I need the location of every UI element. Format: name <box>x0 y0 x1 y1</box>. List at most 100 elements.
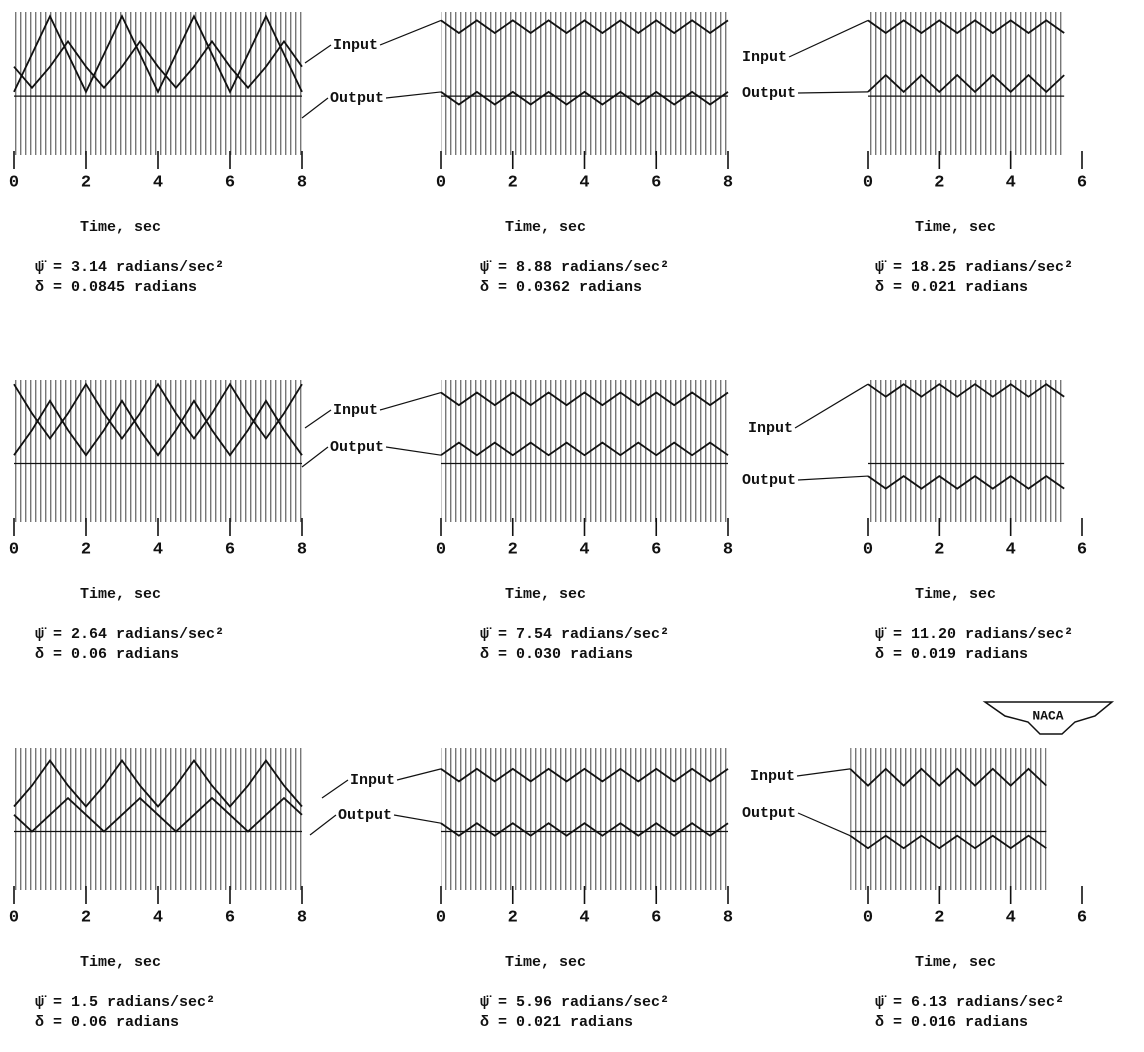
label-leader <box>393 814 442 824</box>
series-label: Output <box>330 439 384 456</box>
series-line <box>440 391 729 407</box>
label-leader <box>794 383 869 429</box>
annotation: ψ̈ = 6.13 radians/sec² <box>875 994 1064 1011</box>
x-tick-label: 6 <box>1077 908 1087 927</box>
x-tick-label: 4 <box>579 173 589 192</box>
x-tick-label: 0 <box>863 540 873 559</box>
series-line <box>867 73 1065 94</box>
series-label: Output <box>330 90 384 107</box>
x-tick-label: 4 <box>153 908 163 927</box>
x-tick-label: 8 <box>723 173 733 192</box>
x-tick-label: 0 <box>436 908 446 927</box>
chart-background <box>441 12 728 155</box>
annotation: ψ̈ = 5.96 radians/sec² <box>480 994 669 1011</box>
x-tick-label: 8 <box>723 908 733 927</box>
x-tick-label: 2 <box>934 908 944 927</box>
chart-background <box>14 380 302 522</box>
annotation: δ = 0.021 radians <box>875 279 1028 296</box>
x-axis-label: Time, sec <box>80 586 161 603</box>
x-tick-label: 6 <box>225 540 235 559</box>
x-tick-label: 4 <box>153 540 163 559</box>
x-axis-label: Time, sec <box>505 219 586 236</box>
x-tick-label: 4 <box>153 173 163 192</box>
x-tick-label: 2 <box>508 540 518 559</box>
label-leader <box>788 19 869 58</box>
series-line <box>867 19 1065 35</box>
x-axis-label: Time, sec <box>915 954 996 971</box>
annotation: δ = 0.030 radians <box>480 646 633 663</box>
series-line <box>13 14 303 94</box>
x-tick-label: 8 <box>723 540 733 559</box>
series-label: Input <box>742 49 787 66</box>
x-tick-label: 6 <box>651 908 661 927</box>
series-label: Output <box>742 472 796 489</box>
series-label: Output <box>742 85 796 102</box>
chart-background <box>14 748 302 890</box>
annotation: ψ̈ = 7.54 radians/sec² <box>480 626 669 643</box>
label-leader <box>379 391 442 411</box>
x-tick-label: 0 <box>863 173 873 192</box>
series-line <box>13 39 303 90</box>
x-tick-label: 0 <box>9 173 19 192</box>
annotation: ψ̈ = 18.25 radians/sec² <box>875 259 1073 276</box>
chart-background <box>868 380 1065 522</box>
annotation: δ = 0.06 radians <box>35 1014 179 1031</box>
series-label: Input <box>333 402 378 419</box>
label-leader <box>304 44 332 64</box>
annotation: δ = 0.06 radians <box>35 646 179 663</box>
series-line <box>440 441 729 457</box>
logo-text: NACA <box>1032 708 1063 723</box>
series-line <box>440 19 729 35</box>
x-tick-label: 8 <box>297 540 307 559</box>
series-label: Input <box>750 768 795 785</box>
x-axis-label: Time, sec <box>915 219 996 236</box>
x-tick-label: 2 <box>508 173 518 192</box>
label-leader <box>301 97 329 119</box>
x-tick-label: 4 <box>1006 540 1016 559</box>
annotation: ψ̈ = 8.88 radians/sec² <box>480 259 669 276</box>
x-tick-label: 2 <box>81 173 91 192</box>
x-axis-label: Time, sec <box>80 219 161 236</box>
label-leader <box>797 475 869 481</box>
series-line <box>867 475 1065 490</box>
label-leader <box>379 19 442 46</box>
label-leader <box>396 768 442 781</box>
x-tick-label: 4 <box>1006 173 1016 192</box>
label-leader <box>796 768 851 777</box>
x-tick-label: 0 <box>436 173 446 192</box>
x-tick-label: 0 <box>436 540 446 559</box>
label-leader <box>385 446 442 456</box>
label-leader <box>301 446 329 468</box>
annotation: ψ̈ = 1.5 radians/sec² <box>35 994 215 1011</box>
label-leader <box>309 814 337 836</box>
label-leader <box>385 91 442 99</box>
x-tick-label: 6 <box>1077 540 1087 559</box>
series-line <box>849 834 1047 850</box>
x-axis-label: Time, sec <box>505 954 586 971</box>
naca-logo: NACA <box>982 701 1115 735</box>
x-tick-label: 2 <box>934 540 944 559</box>
series-line <box>849 767 1047 787</box>
x-tick-label: 0 <box>9 540 19 559</box>
x-tick-label: 0 <box>9 908 19 927</box>
chart-background <box>441 748 728 890</box>
series-label: Input <box>748 420 793 437</box>
x-tick-label: 2 <box>934 173 944 192</box>
series-line <box>13 796 303 833</box>
x-tick-label: 4 <box>579 540 589 559</box>
annotation: ψ̈ = 2.64 radians/sec² <box>35 626 224 643</box>
series-line <box>867 383 1065 398</box>
series-label: Output <box>742 805 796 822</box>
annotation: δ = 0.021 radians <box>480 1014 633 1031</box>
label-leader <box>304 409 332 429</box>
x-tick-label: 8 <box>297 173 307 192</box>
series-line <box>13 399 303 457</box>
x-axis-label: Time, sec <box>505 586 586 603</box>
x-tick-label: 0 <box>863 908 873 927</box>
x-tick-label: 2 <box>81 908 91 927</box>
x-tick-label: 4 <box>579 908 589 927</box>
x-axis-label: Time, sec <box>80 954 161 971</box>
x-tick-label: 2 <box>508 908 518 927</box>
